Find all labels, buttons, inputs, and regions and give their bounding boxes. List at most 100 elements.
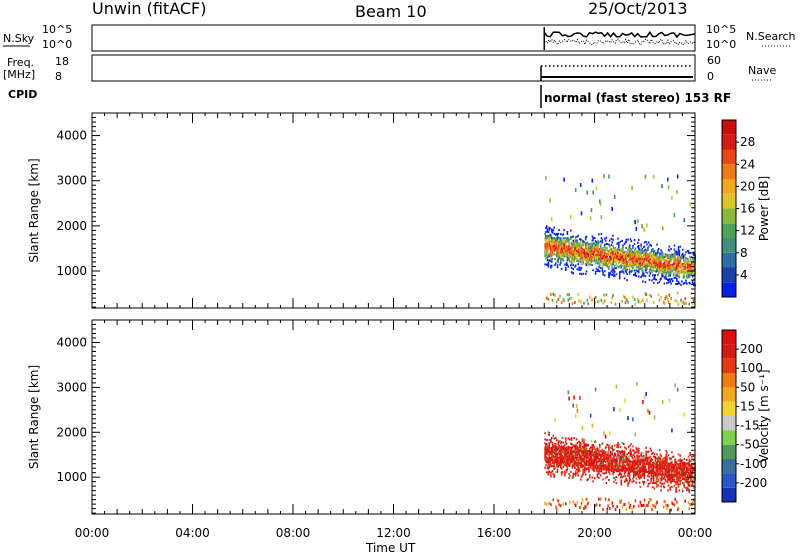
range-cell [670, 282, 672, 285]
range-cell [605, 257, 608, 259]
range-cell [616, 265, 618, 268]
range-cell [592, 252, 594, 255]
range-cell [579, 456, 582, 459]
range-cell [620, 451, 623, 454]
range-cell [615, 255, 618, 257]
range-cell [671, 473, 673, 476]
range-cell [594, 452, 597, 455]
range-cell [642, 466, 644, 469]
range-cell [667, 504, 669, 508]
range-cell [660, 259, 662, 262]
range-cell [561, 451, 564, 453]
range-cell [674, 458, 676, 461]
range-cell [644, 267, 647, 269]
range-cell [553, 226, 555, 229]
range-cell [689, 272, 691, 275]
range-cell [642, 483, 645, 486]
range-cell [566, 448, 569, 451]
range-cell [647, 482, 650, 485]
range-cell [663, 482, 666, 485]
range-cell [686, 479, 688, 482]
range-cell [642, 258, 644, 261]
range-cell [553, 232, 555, 235]
range-cell [631, 269, 633, 272]
range-cell [609, 450, 612, 453]
range-cell [608, 431, 611, 436]
range-cell [570, 437, 573, 439]
range-cell [662, 462, 664, 465]
range-cell [689, 252, 691, 254]
range-cell [578, 254, 580, 257]
range-cell [594, 254, 597, 257]
range-cell [613, 454, 615, 457]
range-cell [643, 473, 646, 475]
range-cell [598, 233, 600, 236]
range-cell [545, 443, 548, 445]
range-cell [637, 464, 639, 467]
range-cell [671, 267, 673, 270]
range-cell [652, 301, 655, 304]
range-cell [669, 474, 671, 477]
range-cell [589, 454, 591, 457]
range-cell [617, 260, 619, 262]
range-cell [626, 279, 628, 282]
range-cell [677, 463, 680, 466]
range-cell [591, 264, 594, 266]
range-cell [560, 467, 563, 470]
range-cell [649, 481, 652, 484]
range-cell [567, 445, 570, 448]
range-cell [674, 464, 676, 467]
range-cell [620, 459, 623, 462]
range-cell [656, 270, 658, 272]
range-cell [546, 240, 549, 243]
range-cell [685, 464, 687, 467]
range-cell [675, 487, 677, 489]
range-cell [671, 461, 673, 464]
range-cell [646, 457, 648, 460]
range-cell [567, 449, 570, 452]
range-cell [552, 434, 555, 437]
range-cell [640, 253, 642, 256]
range-cell [621, 454, 623, 456]
range-cell [676, 279, 678, 282]
range-cell [552, 292, 555, 296]
range-cell [600, 460, 603, 463]
range-cell [606, 463, 608, 466]
range-cell [580, 261, 583, 263]
range-cell [637, 249, 640, 252]
range-cell [594, 256, 597, 259]
range-cell [553, 455, 555, 458]
range-cell [608, 259, 611, 262]
range-cell [583, 507, 585, 510]
range-cell [673, 268, 676, 271]
range-cell [643, 241, 646, 244]
range-cell [597, 240, 599, 243]
range-cell [673, 480, 676, 483]
range-cell [545, 247, 548, 250]
range-cell [565, 262, 568, 265]
cpid-text: normal (fast stereo) 153 RF [544, 91, 731, 105]
range-cell [647, 501, 650, 505]
range-cell [625, 246, 628, 249]
range-cell [673, 262, 676, 265]
range-cell [545, 451, 548, 453]
range-cell [688, 489, 691, 491]
range-cell [591, 448, 594, 451]
range-cell [611, 296, 613, 300]
range-cell [550, 236, 553, 239]
range-cell [586, 241, 589, 244]
range-cell [571, 460, 574, 463]
range-cell [572, 255, 574, 258]
range-cell [683, 482, 686, 485]
range-cell [647, 462, 649, 465]
range-cell [677, 270, 680, 273]
range-cell [619, 446, 622, 449]
range-cell [584, 453, 586, 456]
range-cell [595, 241, 598, 244]
range-cell [688, 491, 691, 493]
range-cell [576, 260, 579, 263]
range-cell [592, 250, 594, 253]
range-cell [565, 457, 567, 460]
range-cell [659, 457, 662, 460]
range-cell [574, 188, 577, 192]
